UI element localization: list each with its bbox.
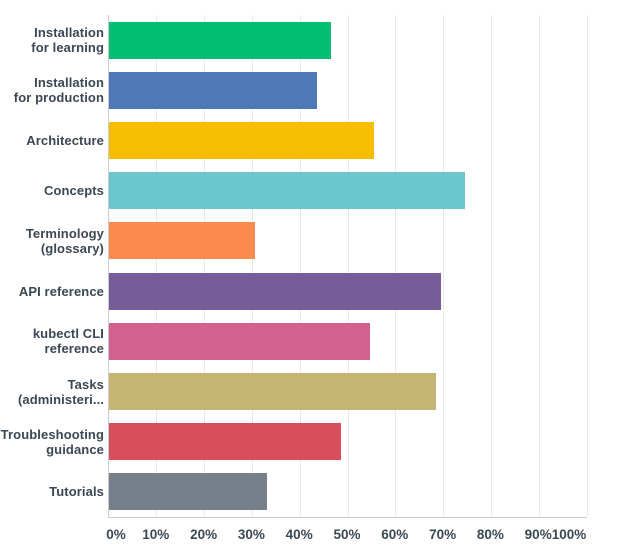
bar-installation-for-production xyxy=(109,71,317,109)
gridline-100 xyxy=(586,15,588,517)
bar-row-terminology-glossary xyxy=(109,216,587,266)
gridline-20 xyxy=(204,15,206,517)
gridline-80 xyxy=(490,15,492,517)
x-tick-100-pct: 100% xyxy=(551,527,587,542)
bar-row-tasks-administeri xyxy=(109,366,587,416)
x-tick-70-pct: 70% xyxy=(429,527,457,542)
bar-kubectl-cli-reference xyxy=(109,322,370,360)
category-label-architecture: Architecture xyxy=(26,133,104,148)
category-label-row-terminology-glossary: Terminology (glossary) xyxy=(0,216,104,266)
category-label-installation-for-production: Installation for production xyxy=(13,75,104,106)
gridlines xyxy=(109,15,588,517)
bar-tasks-administeri xyxy=(109,373,437,411)
category-axis: Installation for learning Installation for … xyxy=(0,15,104,517)
category-label-installation-for-learning: Installation for learning xyxy=(31,25,104,56)
category-label-row-tutorials: Tutorials xyxy=(0,467,104,517)
bar-row-api-reference xyxy=(109,266,587,316)
gridline-40 xyxy=(299,15,301,517)
category-label-terminology-glossary: Terminology (glossary) xyxy=(25,225,104,256)
bar-row-installation-for-production xyxy=(109,65,587,115)
gridline-90 xyxy=(538,15,540,517)
bar-row-troubleshooting-guidance xyxy=(109,417,587,467)
category-label-row-installation-for-learning: Installation for learning xyxy=(0,15,104,65)
category-label-row-kubectl-cli-reference: kubectl CLI reference xyxy=(0,316,104,366)
x-tick-0-pct: 0% xyxy=(106,527,126,542)
x-tick-40-pct: 40% xyxy=(285,527,313,542)
category-label-row-installation-for-production: Installation for production xyxy=(0,65,104,115)
bar-troubleshooting-guidance xyxy=(109,423,341,461)
bar-api-reference xyxy=(109,272,442,310)
x-tick-20-pct: 20% xyxy=(190,527,218,542)
x-tick-30-pct: 30% xyxy=(237,527,265,542)
bar-row-kubectl-cli-reference xyxy=(109,316,587,366)
category-label-kubectl-cli-reference: kubectl CLI reference xyxy=(32,326,104,357)
plot-area xyxy=(108,15,588,518)
bar-row-installation-for-learning xyxy=(109,15,587,65)
category-label-api-reference: API reference xyxy=(18,283,104,299)
category-label-row-architecture: Architecture xyxy=(0,115,104,165)
x-tick-50-pct: 50% xyxy=(333,527,361,542)
x-tick-10-pct: 10% xyxy=(142,527,170,542)
bar-tutorials xyxy=(109,473,267,511)
bar-row-tutorials xyxy=(109,467,587,517)
gridline-10 xyxy=(156,15,158,517)
bar-row-architecture xyxy=(109,115,587,165)
x-tick-60-pct: 60% xyxy=(381,527,409,542)
category-label-row-api-reference: API reference xyxy=(0,266,104,316)
bar-row-concepts xyxy=(109,166,587,216)
bar-terminology-glossary xyxy=(109,222,255,260)
x-tick-80-pct: 80% xyxy=(476,527,504,542)
bar-installation-for-learning xyxy=(109,21,332,59)
category-label-troubleshooting-guidance: Troubleshooting guidance xyxy=(0,426,104,457)
category-label-concepts: Concepts xyxy=(43,183,104,199)
bar-concepts xyxy=(109,172,466,210)
x-tick-90-pct: 90% xyxy=(524,527,552,542)
category-label-row-tasks-administeri: Tasks (administeri... xyxy=(0,366,104,416)
value-axis: 0% 10% 20% 30% 40% 50% 60% 70% 80% 90% 100% xyxy=(106,527,587,547)
bars-container xyxy=(109,15,587,517)
gridline-70 xyxy=(443,15,445,517)
bar-architecture xyxy=(109,122,375,159)
category-label-tutorials: Tutorials xyxy=(49,484,104,500)
gridline-50 xyxy=(347,15,349,517)
category-label-row-concepts: Concepts xyxy=(0,166,104,216)
category-label-row-troubleshooting-guidance: Troubleshooting guidance xyxy=(0,417,104,467)
gridline-60 xyxy=(395,15,397,517)
gridline-30 xyxy=(251,15,253,517)
category-label-tasks-administeri: Tasks (administeri... xyxy=(17,376,104,407)
